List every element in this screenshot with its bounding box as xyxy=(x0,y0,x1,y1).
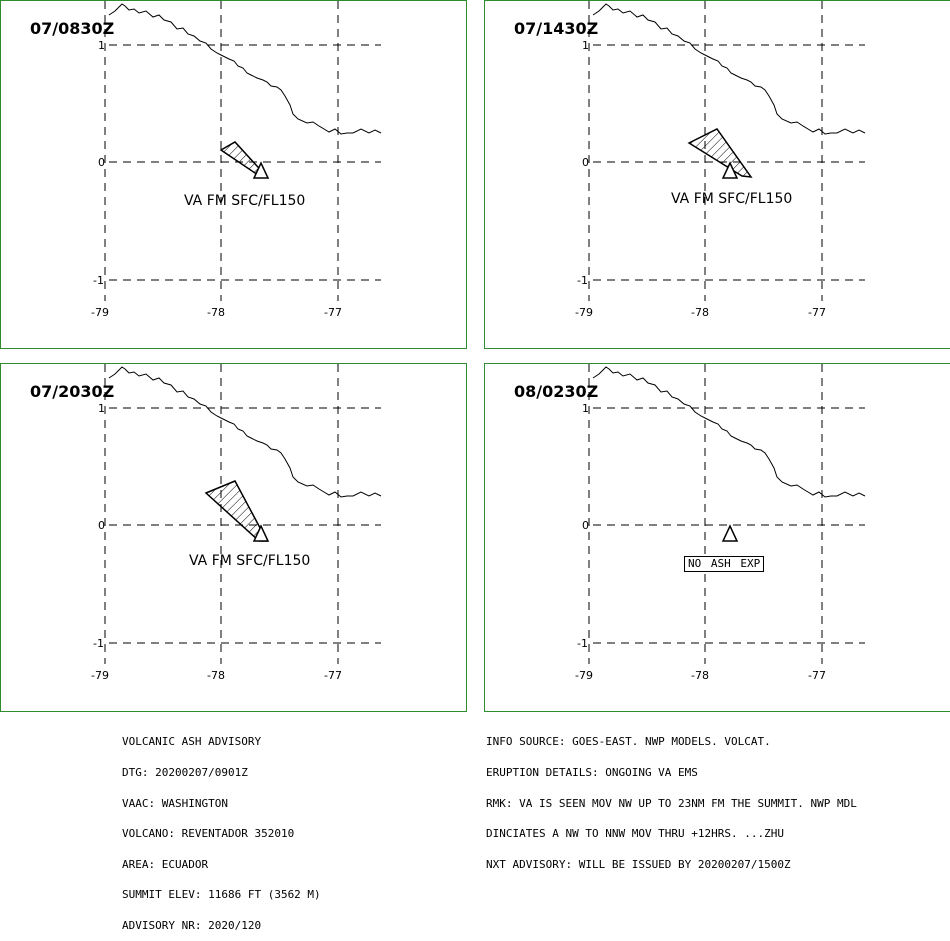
panel-time: 07/1430Z xyxy=(514,19,599,38)
lat-tick-label: 0 xyxy=(582,519,589,532)
coastline xyxy=(108,366,382,498)
coastline xyxy=(592,3,866,135)
volcano-triangle-icon xyxy=(252,161,270,179)
advisory-line: AREA: ECUADOR xyxy=(122,857,209,871)
advisory-line: DTG: 20200207/0901Z xyxy=(122,766,248,779)
lat-tick-label: -1 xyxy=(577,637,588,650)
lon-tick-label: -77 xyxy=(808,306,826,319)
lon-tick-label: -79 xyxy=(91,306,109,319)
lon-tick-label: -78 xyxy=(207,669,225,682)
lon-tick-label: -77 xyxy=(324,669,342,682)
lon-tick-label: -79 xyxy=(91,669,109,682)
lon-tick-label: -77 xyxy=(324,306,342,319)
lat-tick-label: -1 xyxy=(577,274,588,287)
ash-cloud-polygon xyxy=(687,128,753,178)
lon-tick-label: -77 xyxy=(808,669,826,682)
advisory-line: VAAC: WASHINGTON xyxy=(122,796,228,810)
advisory-line: NXT ADVISORY: WILL BE ISSUED BY 20200207… xyxy=(486,857,791,871)
ash-label: VA FM SFC/FL150 xyxy=(184,193,306,209)
lat-tick-label: -1 xyxy=(93,274,104,287)
lat-tick-label: 0 xyxy=(582,156,589,169)
lat-tick-label: 1 xyxy=(98,39,105,52)
advisory-right: INFO SOURCE: GOES-EAST. NWP MODELS. VOLC… xyxy=(486,717,857,880)
advisory-line: DINCIATES A NW TO NNW MOV THRU +12HRS. .… xyxy=(486,827,785,841)
coastline xyxy=(108,3,382,135)
advisory-line: INFO SOURCE: GOES-EAST. NWP MODELS. VOLC… xyxy=(486,735,771,749)
map-panel-2: 1 0 -1 -79 -78 -77 07/1430Z VA FM SFC/FL150 xyxy=(484,0,950,349)
advisory-line: VOLCANIC ASH ADVISORY xyxy=(122,735,262,749)
coastline xyxy=(592,366,866,498)
lat-tick-label: 0 xyxy=(98,156,105,169)
ash-label: VA FM SFC/FL150 xyxy=(189,553,311,569)
panel-time: 07/2030Z xyxy=(30,382,115,401)
map-canvas: 1 0 -1 -79 -78 -77 xyxy=(575,364,866,682)
advisory-line: RMK: VA IS SEEN MOV NW UP TO 23NM FM THE… xyxy=(486,796,857,810)
advisory-line: ERUPTION DETAILS: ONGOING VA EMS xyxy=(486,766,698,779)
volcano-triangle-icon xyxy=(252,524,270,542)
lat-tick-label: 1 xyxy=(98,402,105,415)
lon-tick-label: -78 xyxy=(691,669,709,682)
map-canvas: 1 0 -1 -79 -78 -77 xyxy=(91,364,382,682)
panel-time: 08/0230Z xyxy=(514,382,599,401)
advisory-line: ADVISORY NR: 2020/120 xyxy=(122,918,262,932)
lat-tick-label: 1 xyxy=(582,39,589,52)
advisory-line: VOLCANO: REVENTADOR 352010 xyxy=(122,827,295,841)
lon-tick-label: -78 xyxy=(207,306,225,319)
panel-time: 07/0830Z xyxy=(30,19,115,38)
no-ash-box: NO ASH EXP xyxy=(684,556,765,572)
ash-label: VA FM SFC/FL150 xyxy=(671,191,793,207)
lat-tick-label: 0 xyxy=(98,519,105,532)
map-panel-4: 1 0 -1 -79 -78 -77 08/0230Z NO ASH EXP xyxy=(484,363,950,712)
lon-tick-label: -79 xyxy=(575,669,593,682)
map-canvas: 1 0 -1 -79 -78 -77 xyxy=(575,1,866,319)
map-panel-1: 1 0 -1 -79 -78 -77 07/0830Z VA FM SFC/FL150 xyxy=(0,0,467,349)
lat-tick-label: -1 xyxy=(93,637,104,650)
lon-tick-label: -79 xyxy=(575,306,593,319)
advisory-line: SUMMIT ELEV: 11686 FT (3562 M) xyxy=(122,888,321,902)
lon-tick-label: -78 xyxy=(691,306,709,319)
lat-tick-label: 1 xyxy=(582,402,589,415)
advisory-left: VOLCANIC ASH ADVISORY DTG: 20200207/0901… xyxy=(122,717,321,941)
volcano-triangle-icon xyxy=(721,161,739,179)
map-panel-3: 1 0 -1 -79 -78 -77 07/2030Z VA FM SFC/FL150 xyxy=(0,363,467,712)
map-canvas: 1 0 -1 -79 -78 -77 xyxy=(91,1,382,319)
volcano-triangle-icon xyxy=(721,524,739,542)
